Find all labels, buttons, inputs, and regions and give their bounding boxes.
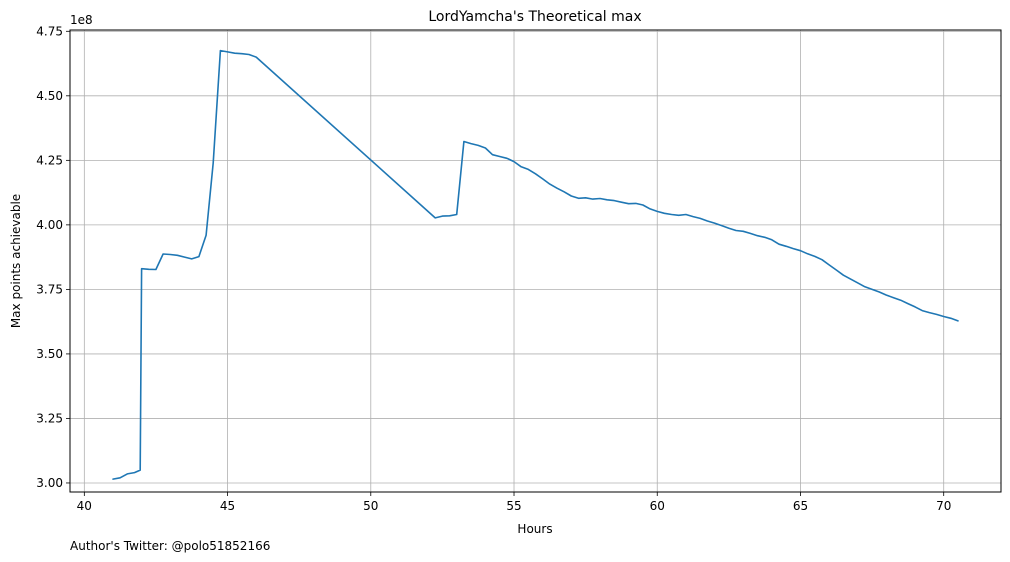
x-tick-label: 60 (650, 499, 665, 513)
x-tick-label: 70 (936, 499, 951, 513)
x-tick-label: 40 (77, 499, 92, 513)
x-tick-label: 65 (793, 499, 808, 513)
y-axis-label: Max points achievable (9, 194, 23, 328)
plot-area-frame (69, 29, 1002, 493)
y-tick-label: 4.00 (36, 218, 63, 232)
author-twitter-footer: Author's Twitter: @polo51852166 (70, 539, 270, 553)
x-tick-label: 45 (220, 499, 235, 513)
y-tick-label: 4.25 (36, 153, 63, 167)
y-tick-label: 4.75 (36, 24, 63, 38)
chart-title: LordYamcha's Theoretical max (428, 9, 641, 25)
y-tick-label: 3.00 (36, 476, 63, 490)
x-tick-label: 55 (506, 499, 521, 513)
grid-lines (70, 30, 1001, 492)
y-axis-offset-label: 1e8 (70, 13, 93, 27)
y-tick-label: 4.50 (36, 89, 63, 103)
series-line-group (112, 49, 959, 480)
axis-ticks: 40 45 50 55 60 65 70 3.00 3.25 3.50 3.75 4.00 4.25 4.… (36, 24, 951, 513)
y-tick-label: 3.25 (36, 411, 63, 425)
y-tick-label: 3.75 (36, 282, 63, 296)
series-line (112, 49, 959, 480)
x-tick-label: 50 (363, 499, 378, 513)
x-axis-label: Hours (517, 522, 552, 536)
y-tick-label: 3.50 (36, 347, 63, 361)
